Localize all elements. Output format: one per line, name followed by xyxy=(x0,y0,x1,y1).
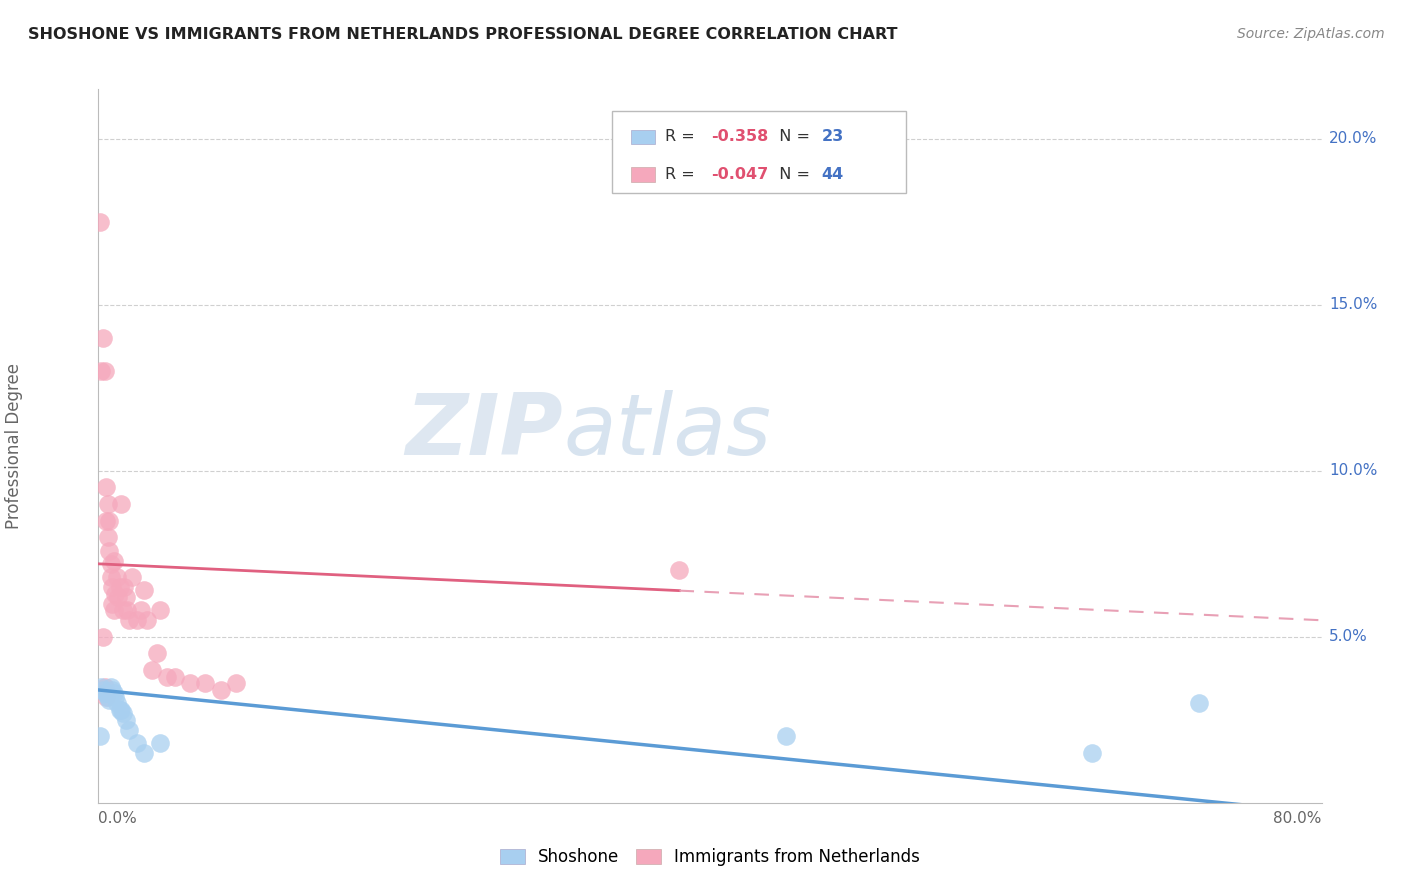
Bar xyxy=(630,129,655,144)
Point xyxy=(107,590,129,604)
Point xyxy=(89,215,111,229)
Text: 0.0%: 0.0% xyxy=(98,812,138,826)
Text: 23: 23 xyxy=(821,129,844,145)
FancyBboxPatch shape xyxy=(612,111,905,193)
Point xyxy=(94,690,117,704)
Point xyxy=(91,630,114,644)
Text: 5.0%: 5.0% xyxy=(1329,630,1368,644)
Point xyxy=(156,670,179,684)
Point xyxy=(103,553,125,567)
Point xyxy=(105,696,128,710)
Point xyxy=(118,723,141,737)
Point xyxy=(91,682,114,697)
Text: 10.0%: 10.0% xyxy=(1329,463,1378,478)
Point xyxy=(97,690,120,704)
Bar xyxy=(630,168,655,182)
Point xyxy=(93,680,115,694)
Point xyxy=(194,676,217,690)
Text: N =: N = xyxy=(769,167,815,182)
Point xyxy=(101,597,124,611)
Point xyxy=(145,647,167,661)
Point xyxy=(94,481,117,495)
Point xyxy=(91,331,114,345)
Point xyxy=(104,587,127,601)
Point xyxy=(134,583,156,598)
Point xyxy=(98,543,121,558)
Point xyxy=(117,603,139,617)
Text: N =: N = xyxy=(769,129,815,145)
Point xyxy=(105,570,128,584)
Point xyxy=(93,686,115,700)
Point xyxy=(93,364,115,378)
Point xyxy=(101,580,124,594)
Point xyxy=(149,603,172,617)
Point xyxy=(100,557,122,571)
Text: 44: 44 xyxy=(821,167,844,182)
Point xyxy=(134,746,156,760)
Point xyxy=(1188,696,1211,710)
Legend: Shoshone, Immigrants from Netherlands: Shoshone, Immigrants from Netherlands xyxy=(494,842,927,873)
Point xyxy=(775,730,797,744)
Text: Professional Degree: Professional Degree xyxy=(6,363,22,529)
Point xyxy=(118,613,141,627)
Point xyxy=(90,364,112,378)
Point xyxy=(103,603,125,617)
Point xyxy=(100,570,122,584)
Point xyxy=(209,682,232,697)
Point xyxy=(101,682,124,697)
Point xyxy=(125,736,148,750)
Point xyxy=(110,497,132,511)
Point xyxy=(129,603,152,617)
Point xyxy=(103,686,125,700)
Text: atlas: atlas xyxy=(564,390,772,474)
Point xyxy=(97,530,120,544)
Point xyxy=(115,590,138,604)
Text: -0.047: -0.047 xyxy=(711,167,769,182)
Point xyxy=(668,564,690,578)
Point xyxy=(136,613,159,627)
Point xyxy=(108,580,131,594)
Point xyxy=(110,703,132,717)
Text: 15.0%: 15.0% xyxy=(1329,297,1378,312)
Point xyxy=(121,570,143,584)
Point xyxy=(94,686,117,700)
Text: 20.0%: 20.0% xyxy=(1329,131,1378,146)
Point xyxy=(98,514,121,528)
Point xyxy=(90,680,112,694)
Point xyxy=(98,693,121,707)
Point xyxy=(89,730,111,744)
Point xyxy=(1081,746,1104,760)
Point xyxy=(125,613,148,627)
Point xyxy=(141,663,163,677)
Point xyxy=(108,703,131,717)
Text: 80.0%: 80.0% xyxy=(1274,812,1322,826)
Point xyxy=(97,497,120,511)
Point xyxy=(104,690,127,704)
Point xyxy=(115,713,138,727)
Point xyxy=(112,580,135,594)
Point xyxy=(94,514,117,528)
Point xyxy=(225,676,247,690)
Text: R =: R = xyxy=(665,167,700,182)
Text: SHOSHONE VS IMMIGRANTS FROM NETHERLANDS PROFESSIONAL DEGREE CORRELATION CHART: SHOSHONE VS IMMIGRANTS FROM NETHERLANDS … xyxy=(28,27,897,42)
Point xyxy=(149,736,172,750)
Text: Source: ZipAtlas.com: Source: ZipAtlas.com xyxy=(1237,27,1385,41)
Text: R =: R = xyxy=(665,129,700,145)
Point xyxy=(111,603,134,617)
Point xyxy=(100,680,122,694)
Text: -0.358: -0.358 xyxy=(711,129,769,145)
Point xyxy=(111,706,134,721)
Text: ZIP: ZIP xyxy=(405,390,564,474)
Point xyxy=(163,670,186,684)
Point xyxy=(179,676,201,690)
